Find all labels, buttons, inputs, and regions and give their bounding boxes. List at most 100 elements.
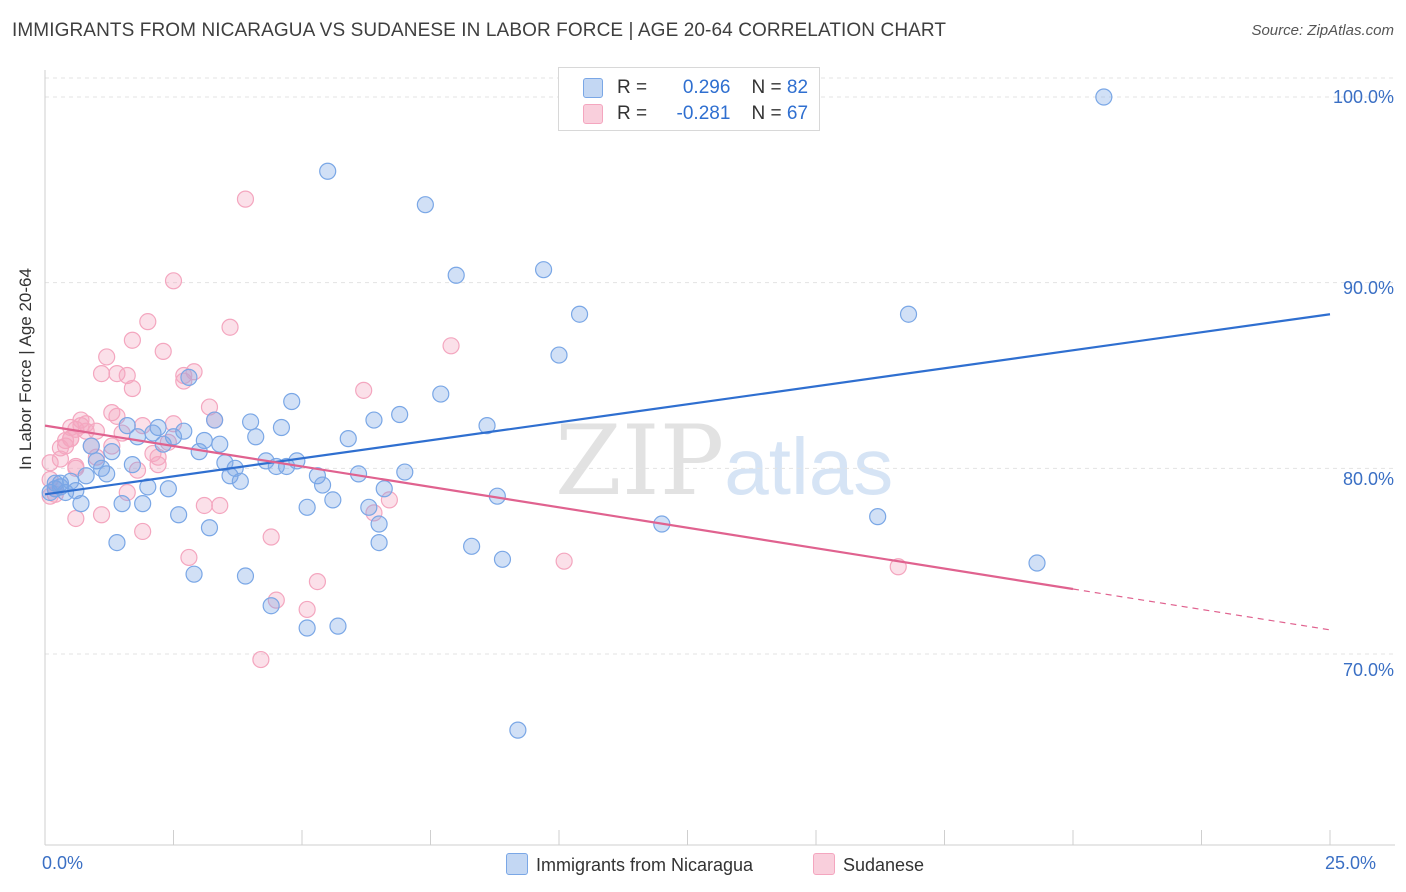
nicaragua-point [46, 474, 64, 492]
nicaragua-point [370, 533, 388, 552]
sudanese-point [236, 190, 255, 208]
sudanese-point [62, 430, 80, 448]
sudanese-point [92, 506, 111, 524]
nicaragua-trend-line [44, 313, 1331, 496]
y-tick-70: 70.0% [1342, 660, 1394, 680]
r-value-sudanese: -0.281 [676, 103, 731, 124]
trend-lines [44, 313, 1331, 631]
y-tick-100: 100.0% [1332, 87, 1394, 107]
source-label: Source: ZipAtlas.com [1251, 22, 1394, 39]
nicaragua-point [391, 405, 409, 424]
nicaragua-point [396, 463, 414, 481]
nicaragua-point [164, 428, 183, 446]
y-tick-80: 80.0% [1342, 469, 1394, 489]
x-tick-min: 0.0% [42, 853, 84, 873]
nicaragua-point [1028, 554, 1046, 572]
nicaragua-point [242, 413, 260, 431]
nicaragua-point [370, 515, 388, 533]
n-value-nicaragua: 82 [786, 77, 809, 98]
nicaragua-point [180, 368, 198, 386]
nicaragua-point [123, 456, 141, 474]
axes [44, 70, 1395, 846]
nicaragua-point [103, 443, 121, 461]
nicaragua-point [272, 418, 291, 437]
nicaragua-point [134, 495, 152, 513]
correlation-legend: R = 0.296 N = 82 R = -0.281 N = 67 [558, 67, 820, 131]
sudanese-point [118, 483, 136, 502]
n-label: N = [751, 77, 782, 98]
nicaragua-point [339, 430, 357, 448]
nicaragua-point [149, 418, 167, 437]
sudanese-point [123, 331, 141, 349]
nicaragua-point [324, 491, 342, 509]
nicaragua-point [308, 467, 327, 485]
sudanese-point [308, 572, 327, 591]
bottom-legend-nicaragua: Immigrants from Nicaragua [506, 853, 753, 876]
sudanese-trend-line [44, 424, 1074, 591]
nicaragua-point [869, 508, 887, 526]
nicaragua-point [231, 472, 249, 490]
sudanese-point [41, 454, 59, 472]
sudanese-point [118, 366, 136, 385]
nicaragua-point [211, 435, 229, 453]
sudanese-point [262, 528, 280, 546]
n-value-sudanese: 67 [786, 103, 809, 124]
sudanese-point [555, 552, 573, 570]
nicaragua-point [899, 305, 918, 323]
nicaragua-point [236, 567, 255, 585]
sudanese-point [98, 348, 116, 366]
watermark-zip: ZIP [555, 405, 725, 517]
bottom-legend-sudanese: Sudanese [813, 853, 924, 876]
n-label: N = [751, 103, 782, 124]
sudanese-point [92, 365, 111, 383]
nicaragua-point [463, 537, 481, 555]
nicaragua-point [329, 617, 347, 635]
sudanese-point [211, 496, 229, 515]
nicaragua-point [570, 305, 589, 323]
sudanese-legend-swatch [813, 853, 835, 875]
sudanese-point [380, 491, 398, 509]
watermark-atlas: atlas [724, 422, 894, 511]
sudanese-point [123, 379, 141, 398]
nicaragua-point [128, 428, 147, 446]
sudanese-point [180, 548, 198, 567]
nicaragua-point [118, 417, 136, 435]
nicaragua-point [493, 550, 512, 568]
sudanese-point [87, 422, 106, 440]
nicaragua-point [550, 346, 568, 364]
nicaragua-point [108, 533, 126, 552]
nicaragua-point [298, 498, 316, 516]
nicaragua-point [170, 506, 188, 524]
nicaragua-point [319, 162, 337, 180]
nicaragua-point [185, 565, 203, 583]
sudanese-trend-extension [1072, 588, 1331, 631]
nicaragua-point [77, 467, 95, 485]
sudanese-point [139, 313, 157, 331]
nicaragua-point [365, 411, 383, 429]
nicaragua-point [82, 437, 100, 455]
nicaragua-point [1095, 88, 1113, 106]
legend-text-nicaragua: R = 0.296 N = 82 [617, 77, 808, 99]
y-axis-label: In Labor Force | Age 20-64 [16, 268, 35, 470]
r-label: R = [617, 77, 648, 98]
nicaragua-point [509, 721, 527, 739]
sudanese-point [252, 650, 270, 669]
nicaragua-point [159, 480, 177, 498]
nicaragua-point [283, 392, 301, 411]
nicaragua-point [262, 597, 280, 615]
sudanese-point [154, 342, 172, 360]
chart-title: IMMIGRANTS FROM NICARAGUA VS SUDANESE IN… [12, 20, 947, 41]
nicaragua-swatch [583, 78, 603, 98]
sudanese-legend-label: Sudanese [843, 855, 925, 875]
sudanese-points [41, 190, 907, 669]
nicaragua-point [247, 428, 265, 446]
nicaragua-point [175, 422, 193, 440]
y-tick-90: 90.0% [1342, 278, 1394, 298]
sudanese-point [103, 437, 121, 455]
nicaragua-point [206, 411, 224, 429]
sudanese-swatch [583, 104, 603, 124]
sudanese-point [355, 381, 373, 399]
sudanese-point [87, 448, 106, 466]
nicaragua-point [72, 495, 90, 513]
nicaragua-point [298, 619, 316, 637]
